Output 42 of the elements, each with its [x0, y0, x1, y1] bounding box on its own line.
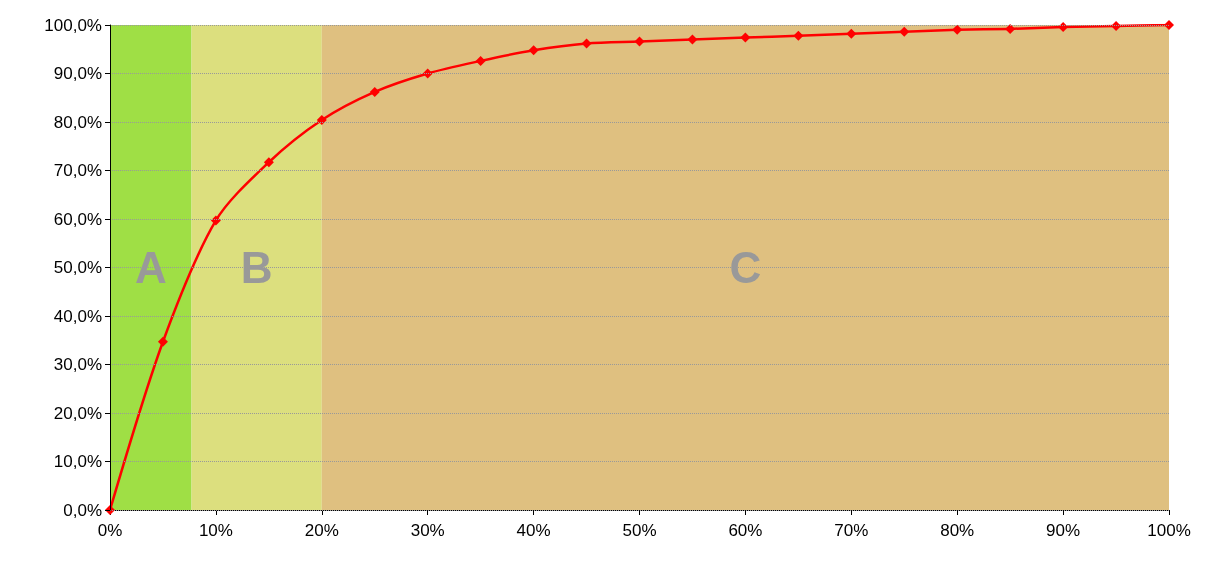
point — [369, 86, 380, 97]
point — [316, 115, 327, 126]
band-label: B — [240, 243, 273, 292]
point — [475, 55, 486, 66]
x-tick-label: 0% — [97, 521, 123, 540]
point — [740, 32, 751, 43]
band-label: A — [134, 243, 167, 292]
band-label: C — [729, 243, 762, 292]
point — [846, 28, 857, 39]
x-tick-label: 30% — [410, 521, 445, 540]
point — [1164, 20, 1174, 30]
y-tick-label: 10,0% — [53, 452, 102, 471]
y-tick-label: 90,0% — [53, 64, 102, 83]
y-tick-label: 30,0% — [53, 355, 102, 374]
point — [581, 38, 592, 49]
point — [422, 68, 433, 79]
y-tick-label: 70,0% — [53, 161, 102, 180]
x-tick-label: 40% — [516, 521, 551, 540]
x-tick-label: 100% — [1147, 521, 1191, 540]
y-tick-label: 20,0% — [53, 403, 102, 423]
x-tick-label: 10% — [198, 521, 233, 540]
x-tick-label: 60% — [728, 521, 763, 540]
point — [263, 157, 274, 168]
point — [687, 34, 698, 45]
point — [157, 336, 168, 347]
y-tick-label: 50,0% — [53, 258, 102, 277]
x-tick-label: 90% — [1046, 521, 1081, 540]
x-tick-label: 70% — [834, 521, 869, 540]
point — [899, 26, 910, 37]
point — [528, 45, 539, 56]
y-tick-label: 100,0% — [44, 15, 102, 35]
y-tick-label: 80,0% — [53, 112, 102, 132]
point — [952, 24, 963, 35]
point — [210, 215, 221, 226]
x-tick-label: 50% — [622, 521, 657, 540]
x-tick-label: 20% — [304, 521, 339, 540]
point — [793, 30, 804, 41]
x-tick-label: 80% — [940, 521, 975, 540]
y-tick-label: 0,0% — [63, 500, 102, 520]
point — [634, 36, 645, 47]
y-tick-label: 60,0% — [53, 209, 102, 229]
y-tick-label: 40,0% — [53, 306, 102, 326]
